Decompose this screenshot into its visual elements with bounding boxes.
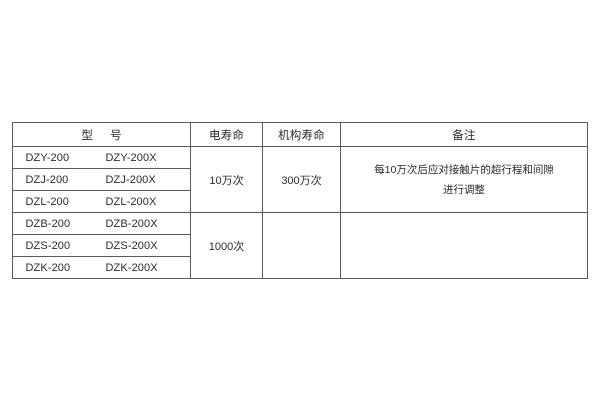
cell-remarks-group2 <box>340 212 588 279</box>
model-code-primary: DZB-200 <box>25 217 71 230</box>
model-code-variant: DZY-200X <box>105 151 157 164</box>
table-row: DZJ-200 DZJ-200X <box>12 168 588 191</box>
model-code-variant: DZJ-200X <box>105 173 156 186</box>
model-code-primary: DZJ-200 <box>25 173 69 186</box>
table-row: DZB-200 DZB-200X 1000次 <box>12 212 588 279</box>
relay-life-spec-table: 型 号 电寿命 机构寿命 备注 DZY-200 DZY-200X 10万次 300… <box>12 122 588 279</box>
cell-model-dzj: DZJ-200 DZJ-200X <box>12 168 191 191</box>
cell-electrical-life-group1: 10万次 <box>190 146 263 213</box>
model-code-variant: DZB-200X <box>105 217 158 230</box>
model-code-primary: DZS-200 <box>25 239 71 252</box>
cell-model-dzs: DZS-200 DZS-200X <box>12 234 191 257</box>
cell-mechanical-life-group2 <box>262 212 341 279</box>
header-cell-mechanical-life: 机构寿命 <box>262 122 341 147</box>
header-cell-remarks: 备注 <box>340 122 588 147</box>
model-code-primary: DZK-200 <box>25 261 71 274</box>
cell-model-dzb: DZB-200 DZB-200X <box>12 212 191 235</box>
header-cell-model: 型 号 <box>12 122 191 147</box>
table-row: DZY-200 DZY-200X 10万次 300万次 每10万次后应对接触片的超… <box>12 146 588 213</box>
table-row: DZK-200 DZK-200X <box>12 256 588 279</box>
model-pair: DZK-200 DZK-200X <box>22 262 182 274</box>
cell-remarks-group1: 每10万次后应对接触片的超行程和间隙 进行调整 <box>340 146 588 213</box>
model-code-primary: DZL-200 <box>25 195 69 208</box>
model-code-variant: DZK-200X <box>105 261 158 274</box>
cell-mechanical-life-group1: 300万次 <box>262 146 341 213</box>
header-cell-electrical-life: 电寿命 <box>190 122 263 147</box>
model-code-variant: DZL-200X <box>105 195 157 208</box>
header-label-model: 型 号 <box>81 129 129 142</box>
table-row: DZL-200 DZL-200X <box>12 190 588 213</box>
model-pair: DZY-200 DZY-200X <box>22 152 182 164</box>
model-pair: DZJ-200 DZJ-200X <box>22 174 182 186</box>
cell-electrical-life-group2: 1000次 <box>190 212 263 279</box>
model-code-primary: DZY-200 <box>25 151 70 164</box>
spec-table-container: 型 号 电寿命 机构寿命 备注 DZY-200 DZY-200X 10万次 300… <box>12 122 588 279</box>
cell-model-dzk: DZK-200 DZK-200X <box>12 256 191 279</box>
cell-model-dzl: DZL-200 DZL-200X <box>12 190 191 213</box>
model-pair: DZB-200 DZB-200X <box>22 218 182 230</box>
remark-line-1: 每10万次后应对接触片的超行程和间隙 <box>374 163 554 176</box>
table-row: DZS-200 DZS-200X <box>12 234 588 257</box>
table-header-row: 型 号 电寿命 机构寿命 备注 <box>12 122 588 147</box>
model-pair: DZS-200 DZS-200X <box>22 240 182 252</box>
model-pair: DZL-200 DZL-200X <box>22 196 182 208</box>
remark-line-2: 进行调整 <box>443 183 485 196</box>
cell-model-dzy: DZY-200 DZY-200X <box>12 146 191 169</box>
model-code-variant: DZS-200X <box>105 239 158 252</box>
